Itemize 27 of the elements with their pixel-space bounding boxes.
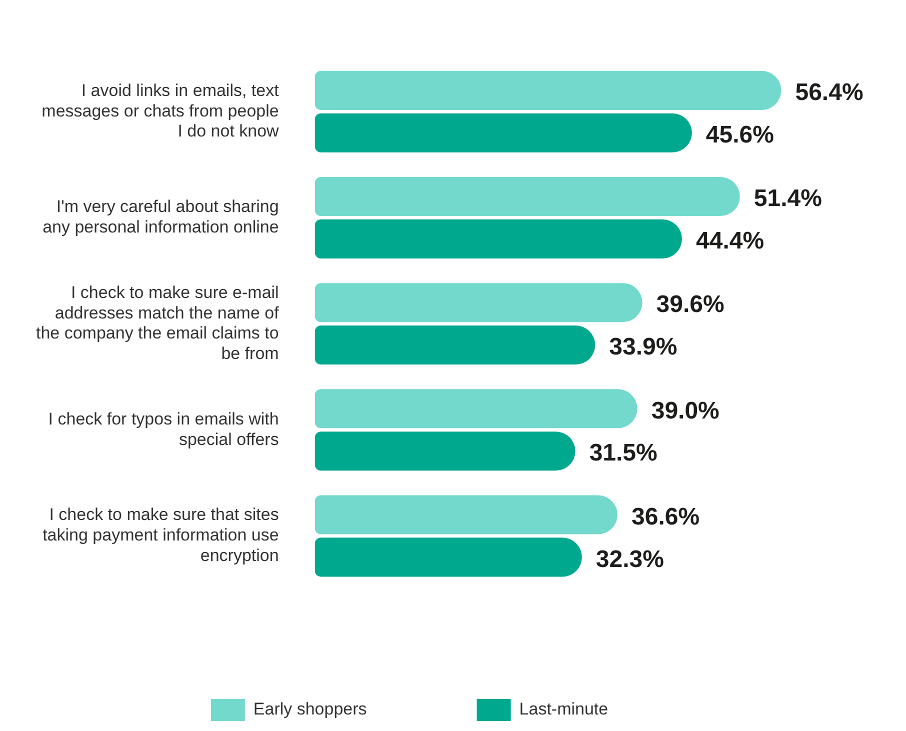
legend-label: Early shoppers — [253, 700, 367, 719]
bar — [314, 176, 740, 216]
bar — [314, 70, 782, 110]
data-label: 39.0% — [651, 397, 720, 424]
y-tick-label: I check for typos in emails with special offers — [48, 409, 279, 449]
bar — [314, 219, 682, 258]
data-label: 56.4% — [795, 79, 864, 106]
bar — [314, 495, 618, 534]
bar — [314, 113, 692, 152]
y-tick-label: I'm very careful about sharing any personal information online — [42, 197, 279, 237]
bar — [314, 283, 642, 322]
bar — [314, 432, 576, 471]
data-label: 31.5% — [589, 440, 658, 467]
data-label: 32.3% — [596, 546, 664, 573]
y-tick-label: I check to make sure e-mail addresses match the name of the company the email claims to be from — [36, 282, 280, 364]
data-label: 45.6% — [706, 121, 774, 148]
y-tick-label: I check to make sure that sites taking payment information use encryption — [42, 505, 279, 566]
y-tick-label: I avoid links in emails, text messages or chats from people I do not know — [42, 80, 280, 141]
bar — [314, 326, 596, 365]
bar — [314, 538, 582, 577]
data-label: 36.6% — [631, 503, 700, 530]
data-label: 44.4% — [696, 228, 764, 255]
bar — [314, 389, 638, 428]
legend-label: Last-minute — [519, 700, 608, 719]
data-label: 51.4% — [754, 185, 822, 212]
data-label: 39.6% — [656, 291, 724, 318]
data-label: 33.9% — [609, 334, 678, 361]
